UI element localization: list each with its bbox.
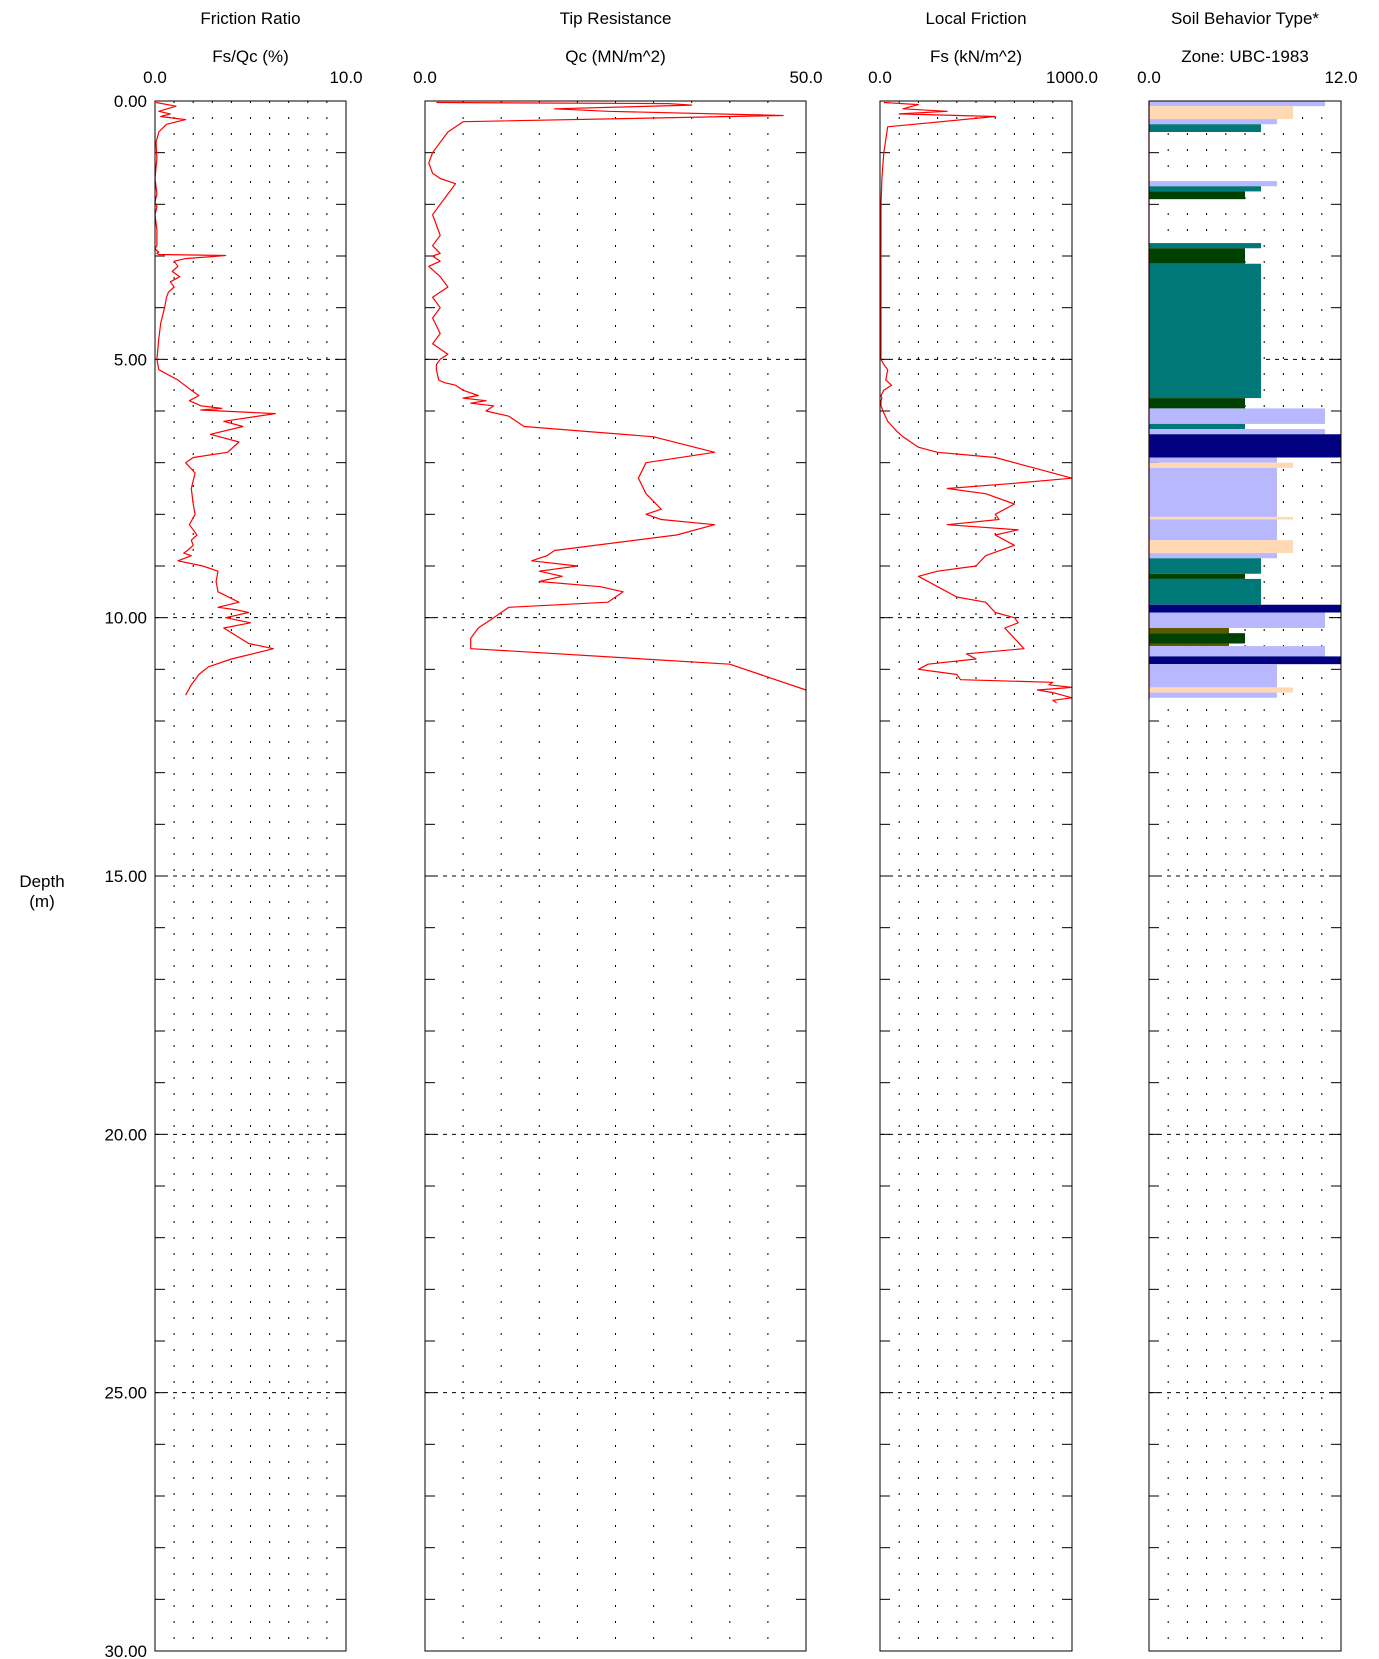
zone-bar	[1149, 434, 1341, 458]
depth-axis-label-line1: Depth	[19, 872, 64, 891]
panel-friction-ratio: Friction Ratio Fs/Qc (%) 0.0 10.0	[143, 9, 363, 1652]
zone-bar	[1149, 633, 1245, 644]
x-tick-max: 12.0	[1324, 68, 1357, 87]
zone-bar	[1149, 692, 1277, 698]
zone-bar	[1149, 516, 1293, 520]
zone-bar	[1149, 124, 1261, 132]
depth-tick-label: 25.00	[104, 1384, 147, 1403]
data-trace-friction-ratio	[154, 101, 276, 696]
zone-bar	[1149, 119, 1277, 125]
depth-tick-label: 15.00	[104, 867, 147, 886]
zone-bar	[1149, 578, 1261, 605]
panel-local-friction: Local Friction Fs (kN/m^2) 0.0 1000.0	[868, 9, 1098, 1652]
zone-bar	[1149, 553, 1277, 559]
panel-title: Friction Ratio	[200, 9, 300, 28]
zone-bar	[1149, 429, 1325, 435]
zone-bar	[1149, 423, 1245, 430]
x-tick-min: 0.0	[413, 68, 437, 87]
zone-bar	[1149, 106, 1293, 120]
zone-bar	[1149, 664, 1277, 688]
panel-units: Zone: UBC-1983	[1181, 47, 1309, 66]
zone-bar	[1149, 101, 1325, 107]
zone-bar	[1149, 263, 1261, 399]
zone-bar	[1149, 612, 1325, 628]
panels: Friction Ratio Fs/Qc (%) 0.0 10.0 Tip Resist…	[143, 9, 1358, 1652]
zone-bar	[1149, 462, 1293, 468]
panel-units: Fs (kN/m^2)	[930, 47, 1022, 66]
panel-frame	[879, 100, 1073, 1652]
zone-bar	[1149, 181, 1277, 187]
zone-bar	[1149, 656, 1341, 665]
zone-bar	[1149, 646, 1325, 657]
x-tick-min: 0.0	[868, 68, 892, 87]
depth-axis-label-line2: (m)	[29, 892, 54, 911]
panel-title: Local Friction	[925, 9, 1026, 28]
depth-tick-label: 0.00	[114, 92, 147, 111]
x-tick-max: 50.0	[789, 68, 822, 87]
depth-tick-labels: 0.00 5.00 10.00 15.00 20.00 25.00 30.00	[104, 92, 147, 1659]
panel-frame	[424, 100, 807, 1652]
panel-title: Soil Behavior Type*	[1171, 9, 1319, 28]
depth-tick-label: 10.00	[104, 609, 147, 628]
zone-bar	[1149, 573, 1245, 579]
zone-bar	[1149, 558, 1261, 574]
zone-bar	[1149, 467, 1277, 517]
zone-bar	[1149, 457, 1277, 463]
zone-bar	[1149, 519, 1277, 541]
panel-units: Fs/Qc (%)	[212, 47, 289, 66]
panel-tip-resistance: Tip Resistance Qc (MN/m^2) 0.0 50.0	[413, 9, 823, 1652]
x-tick-max: 10.0	[329, 68, 362, 87]
x-tick-min: 0.0	[1137, 68, 1161, 87]
x-tick-max: 1000.0	[1046, 68, 1098, 87]
x-tick-min: 0.0	[143, 68, 167, 87]
data-trace-tip-resistance	[428, 101, 807, 691]
zone-bar	[1149, 191, 1245, 200]
depth-axis: Depth (m) 0.00 5.00 10.00 15.00 20.00 25.00 30…	[19, 92, 147, 1659]
panel-frame	[154, 100, 347, 1652]
zone-bar	[1149, 540, 1293, 554]
depth-tick-label: 5.00	[114, 350, 147, 369]
zone-bar	[1149, 243, 1261, 249]
zone-bar	[1149, 687, 1293, 693]
zone-bar	[1149, 186, 1261, 192]
zone-bar	[1149, 628, 1229, 634]
zone-bar	[1149, 604, 1341, 613]
zone-bar	[1149, 248, 1245, 264]
depth-tick-label: 30.00	[104, 1642, 147, 1659]
data-trace-local-friction	[880, 101, 1073, 704]
panel-frame	[1148, 100, 1342, 1652]
panel-soil-behavior-type: Soil Behavior Type* Zone: UBC-1983 0.0 12.0	[1137, 9, 1358, 1652]
depth-tick-label: 20.00	[104, 1125, 147, 1144]
zone-bar	[1149, 643, 1229, 647]
zone-bar	[1149, 408, 1325, 424]
panel-title: Tip Resistance	[560, 9, 672, 28]
panel-units: Qc (MN/m^2)	[565, 47, 666, 66]
zone-bar	[1149, 398, 1245, 409]
